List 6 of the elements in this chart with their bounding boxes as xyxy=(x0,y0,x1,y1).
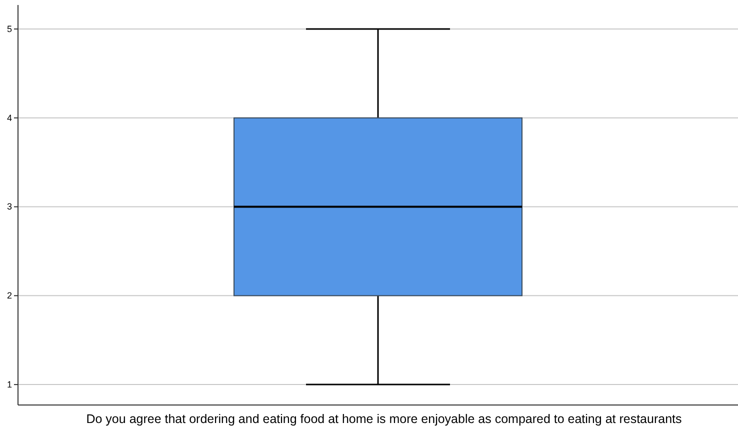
y-tick-label: 2 xyxy=(6,290,12,301)
y-tick-label: 3 xyxy=(6,202,12,212)
y-tick-label: 4 xyxy=(6,112,12,123)
y-tick-label: 5 xyxy=(6,24,12,34)
x-axis-title: Do you agree that ordering and eating food at home is more enjoyable as compared to eating at restaurants xyxy=(86,412,682,426)
y-tick-label: 1 xyxy=(6,379,12,390)
